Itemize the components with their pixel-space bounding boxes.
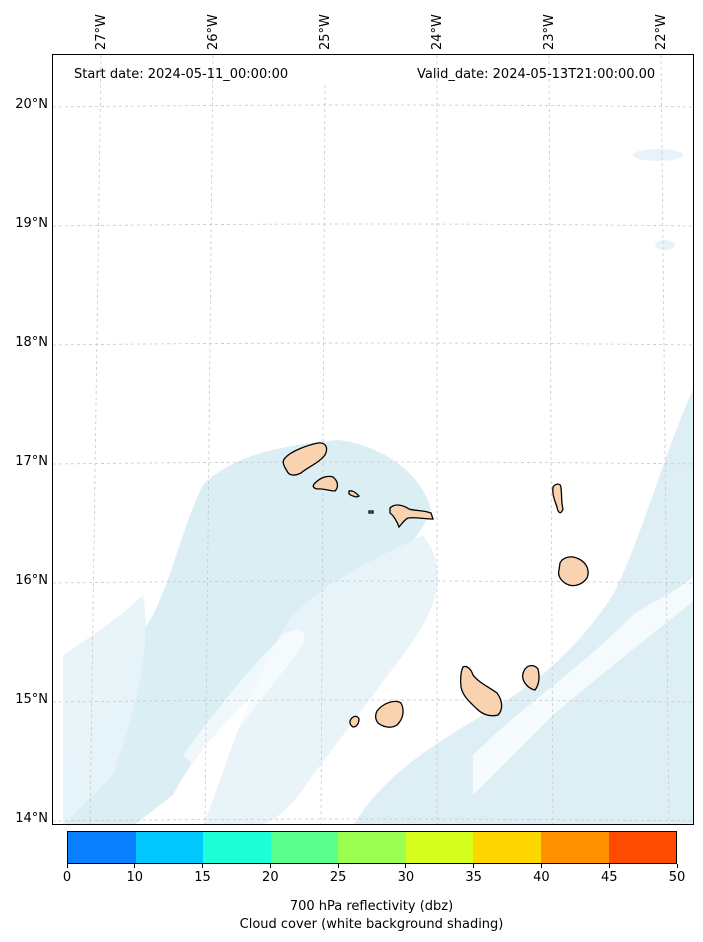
island-santo-antao — [282, 442, 328, 476]
graticule — [53, 55, 693, 824]
colorbar-tick-label: 10 — [126, 870, 144, 885]
lat-label-16n: 16°N — [15, 573, 48, 588]
lat-label-19n: 19°N — [15, 216, 48, 231]
island-branco — [368, 510, 374, 514]
colorbar-segment — [270, 832, 339, 863]
colorbar-tick-label: 50 — [668, 870, 686, 885]
colorbar-segment — [338, 832, 406, 863]
colorbar-tick-label: 25 — [329, 870, 347, 885]
map-frame: Start date: 2024-05-11_00:00:00 Valid_da… — [52, 54, 694, 825]
cloud-patch-ne2 — [655, 240, 675, 250]
lat-label-20n: 20°N — [15, 97, 48, 112]
colorbar-segment — [405, 832, 474, 863]
colorbar-segment — [203, 832, 271, 863]
lon-label-24w: 24°W — [430, 14, 445, 50]
lat-label-18n: 18°N — [15, 335, 48, 350]
colorbar-tick — [405, 864, 407, 868]
colorbar-segment — [608, 832, 677, 863]
colorbar-label-reflectivity: 700 hPa reflectivity (dbz) — [289, 899, 454, 914]
cloud-streak-1 — [473, 576, 693, 795]
gridline-lon-26w — [204, 55, 214, 824]
lat-label-17n: 17°N — [15, 454, 48, 469]
colorbar-tick — [337, 864, 339, 868]
cloud-streak-2 — [183, 629, 305, 775]
gridline-lon-27w — [89, 55, 102, 824]
cloud-patch-ne — [633, 149, 683, 161]
cloud-band-mid — [203, 535, 438, 824]
colorbar-tick-label: 30 — [397, 870, 415, 885]
gridline-lat-15n — [53, 699, 693, 703]
lat-label-14n: 14°N — [15, 811, 48, 826]
gridline-lon-22w — [660, 55, 670, 824]
gridline-lat-16n — [53, 580, 693, 584]
gridline-lat-20n — [53, 104, 693, 108]
cloud-band-southwest — [63, 595, 146, 824]
start-date-label: Start date: 2024-05-11_00:00:00 — [74, 67, 289, 82]
colorbar-segment — [540, 832, 609, 863]
colorbar-tick-label: 35 — [465, 870, 482, 885]
lon-label-23w: 23°W — [542, 14, 557, 50]
island-maio — [521, 664, 540, 691]
cloud-band-main — [63, 440, 431, 824]
colorbar-tick-label: 20 — [262, 870, 279, 885]
colorbar-tick — [540, 864, 542, 868]
cloud-band-east — [354, 389, 693, 824]
colorbar-segment — [473, 832, 541, 863]
lat-label-15n: 15°N — [15, 692, 48, 707]
colorbar-tick — [269, 864, 271, 868]
islands — [282, 442, 589, 728]
colorbar-tick-label: 40 — [533, 870, 550, 885]
gridline-lat-17n — [53, 461, 693, 465]
lon-label-25w: 25°W — [318, 14, 333, 50]
island-sao-nicolau — [389, 504, 434, 529]
colorbar-tick-label: 0 — [62, 870, 72, 885]
lon-label-26w: 26°W — [206, 14, 221, 50]
colorbar-tick — [134, 864, 136, 868]
reflectivity-colorbar — [67, 831, 677, 864]
colorbar-tick — [66, 864, 68, 868]
gridline-lat-18n — [53, 342, 693, 346]
island-fogo — [374, 700, 404, 728]
island-sao-vicente — [312, 475, 339, 492]
colorbar-tick-label: 15 — [194, 870, 211, 885]
valid-date-label: Valid_date: 2024-05-13T21:00:00.00 — [417, 67, 656, 82]
cloud-cover-shading — [63, 149, 693, 824]
gridline-lat-19n — [53, 223, 693, 227]
colorbar-segment — [68, 832, 136, 863]
colorbar-tick — [608, 864, 610, 868]
island-santa-luzia — [348, 490, 360, 498]
lon-label-22w: 22°W — [654, 14, 669, 50]
island-brava — [349, 715, 360, 728]
map-canvas — [53, 55, 693, 824]
colorbar-tick — [202, 864, 204, 868]
colorbar-tick — [676, 864, 678, 868]
lon-label-27w: 27°W — [94, 14, 109, 50]
colorbar-label-cloud-cover: Cloud cover (white background shading) — [239, 917, 504, 932]
island-santiago — [459, 665, 503, 717]
colorbar-tick-label: 45 — [600, 870, 618, 885]
island-boa-vista — [557, 556, 589, 587]
island-sal — [552, 483, 564, 514]
gridline-lon-23w — [548, 55, 554, 824]
colorbar-tick — [473, 864, 475, 868]
colorbar-segment — [135, 832, 204, 863]
gridline-lat-14n — [53, 818, 693, 822]
